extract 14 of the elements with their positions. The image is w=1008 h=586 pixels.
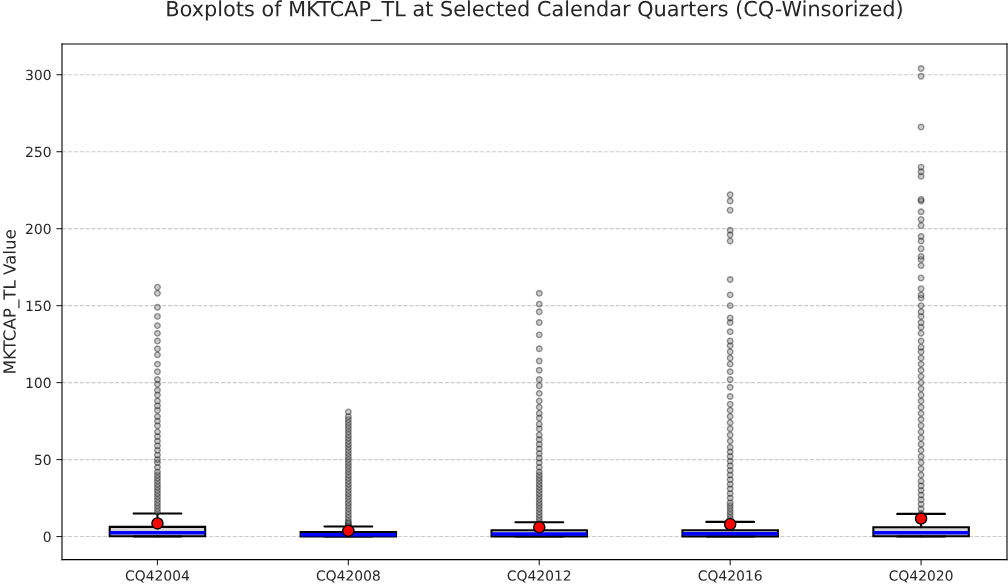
- x-tick-label: CQ42020: [889, 570, 953, 583]
- y-tick-label: 150: [26, 300, 51, 312]
- y-tick-label: 0: [43, 531, 51, 543]
- y-tick-label: 100: [26, 377, 51, 389]
- y-axis-title: MKTCAP_TL Value: [2, 230, 20, 373]
- x-tick-label: CQ42008: [316, 570, 380, 583]
- y-tick-label: 50: [34, 454, 51, 466]
- y-tick-label: 200: [26, 223, 51, 235]
- y-tick-label: 300: [26, 69, 51, 81]
- x-tick-label: CQ42016: [698, 570, 762, 583]
- x-tick-label: CQ42012: [507, 570, 571, 583]
- x-tick-label: CQ42004: [125, 570, 190, 583]
- chart-title: Boxplots of MKTCAP_TL at Selected Calendar Quarters (CQ-Winsorized): [167, 0, 902, 22]
- y-tick-label: 250: [26, 146, 51, 158]
